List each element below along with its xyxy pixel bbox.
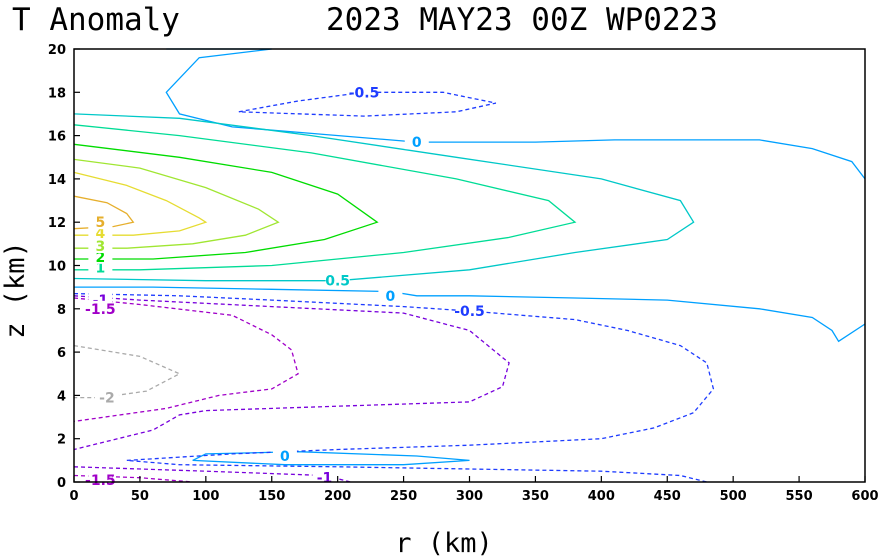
x-tick-label: 450 [654, 489, 681, 504]
y-axis-ticks: 0 2 4 6 8 10 12 14 16 18 20 [48, 43, 80, 491]
contour-label-bg [457, 302, 482, 318]
plot-frame [73, 48, 866, 483]
contour-label: -1 [317, 471, 333, 487]
x-axis-label: r (km) [395, 528, 493, 559]
x-tick-label: 550 [786, 489, 813, 504]
y-tick-label: 14 [48, 173, 66, 188]
contour-line-zero-1 [74, 286, 866, 343]
contour-label: -2 [99, 391, 115, 407]
y-tick-label: 12 [48, 216, 66, 231]
contour-label-bg [272, 448, 297, 464]
y-tick-label: 2 [57, 433, 66, 448]
contour-label-bg [378, 287, 403, 303]
contour-label: 1 [95, 261, 105, 277]
contour-line-neg0_5-4 [73, 292, 715, 483]
contour-line-pos4-14 [73, 171, 208, 236]
contour-label: 5 [95, 215, 105, 231]
contour-label-bg [404, 134, 429, 150]
contour-line-neg1-7 [73, 466, 351, 483]
y-tick-label: 16 [48, 130, 66, 145]
contour-label: 4 [95, 226, 105, 242]
contour-line-zero-0 [165, 48, 866, 180]
x-tick-label: 200 [324, 489, 351, 504]
x-tick-label: 400 [588, 489, 615, 504]
chart-title-left: T Anomaly [12, 2, 180, 38]
contour-label-bg [88, 238, 113, 254]
contour-label: -0.5 [349, 85, 380, 101]
x-tick-label: 300 [456, 489, 483, 504]
x-axis-ticks: 0 50 100 150 200 250 300 350 400 450 500 550 600 [69, 476, 879, 504]
contour-line-neg1_5-6 [73, 297, 299, 423]
contour-line-pos1-11 [73, 124, 577, 271]
y-tick-label: 6 [57, 346, 66, 361]
x-tick-label: 50 [131, 489, 149, 504]
contour-label-bg [88, 300, 113, 316]
contour-label: 0 [280, 449, 290, 465]
x-tick-label: 500 [720, 489, 747, 504]
contour-label-bg [94, 389, 119, 405]
contour-label-bg [312, 469, 337, 485]
contour-line-neg0_5-3 [238, 91, 497, 117]
x-tick-label: 600 [851, 489, 878, 504]
y-tick-label: 0 [57, 476, 66, 491]
x-tick-label: 150 [258, 489, 285, 504]
chart-title-right: 2023 MAY23 00Z WP0223 [326, 2, 718, 38]
contour-label: -1.5 [85, 473, 116, 489]
contour-line-neg2-9 [73, 344, 181, 399]
contour-label: -0.5 [454, 304, 485, 320]
contour-label-bg [325, 272, 350, 288]
x-tick-label: 350 [522, 489, 549, 504]
y-tick-label: 10 [48, 260, 66, 275]
y-axis-label: z (km) [0, 241, 31, 339]
y-tick-label: 18 [48, 86, 66, 101]
contour-label: 0 [386, 289, 396, 305]
x-tick-label: 0 [69, 489, 78, 504]
x-tick-label: 100 [192, 489, 219, 504]
contour-label-bg [88, 214, 113, 230]
contour-lines [73, 48, 866, 483]
contour-label: 3 [95, 239, 105, 255]
contour-label-bg [352, 84, 377, 100]
contour-line-neg1-5 [73, 295, 510, 451]
y-tick-label: 4 [57, 389, 66, 404]
contour-label: -1.5 [85, 302, 116, 318]
contour-label: 0.5 [325, 274, 350, 290]
contour-line-pos2-12 [73, 143, 379, 260]
contour-line-pos3-13 [73, 158, 280, 249]
y-tick-label: 20 [48, 43, 66, 58]
contour-label: 0 [412, 135, 422, 151]
x-tick-label: 250 [390, 489, 417, 504]
y-tick-label: 8 [57, 303, 66, 318]
contour-label: 2 [95, 250, 105, 266]
contour-line-zero-2 [192, 451, 470, 466]
contour-label-bg [88, 471, 113, 487]
